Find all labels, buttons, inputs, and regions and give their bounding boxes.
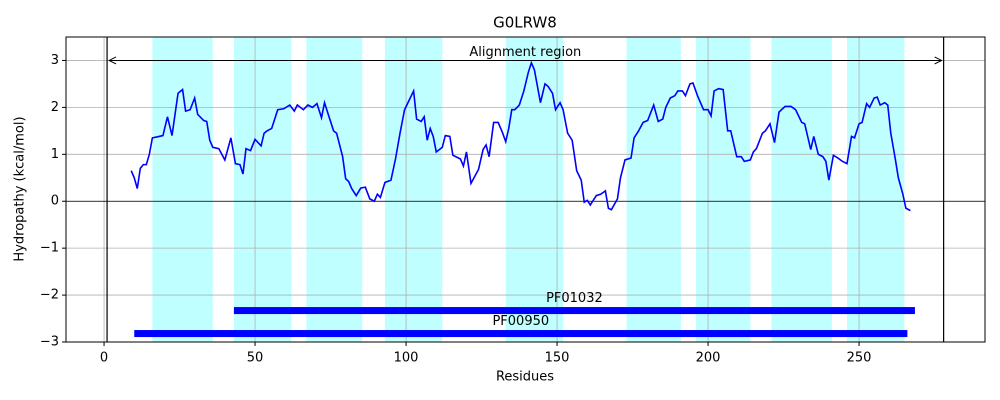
chart-title: G0LRW8 [493, 14, 557, 32]
domain-label: PF01032 [546, 291, 603, 306]
x-tick-label: 50 [247, 351, 264, 366]
y-tick-label: 0 [51, 194, 59, 209]
x-tick-label: 200 [696, 351, 721, 366]
y-tick-label: −2 [40, 288, 59, 303]
x-tick-label: 150 [545, 351, 570, 366]
tm-region [626, 37, 681, 342]
x-tick-label: 250 [847, 351, 872, 366]
domain-bar [233, 307, 915, 315]
y-tick-label: 3 [51, 53, 59, 68]
x-tick-label: 0 [100, 351, 108, 366]
x-tick-label: 100 [394, 351, 419, 366]
tm-region [771, 37, 832, 342]
domain-label: PF00950 [492, 314, 549, 329]
alignment-label: Alignment region [469, 45, 581, 60]
y-axis-label: Hydropathy (kcal/mol) [13, 116, 28, 261]
arrow-head [934, 56, 943, 65]
y-tick-label: −1 [40, 241, 59, 256]
y-tick-label: 2 [51, 100, 59, 115]
y-tick-label: −3 [40, 335, 59, 350]
y-tick-label: 1 [51, 147, 59, 162]
tm-region [233, 37, 292, 342]
tm-region [152, 37, 213, 342]
tm-region [306, 37, 363, 342]
hydropathy-line [130, 60, 911, 212]
x-axis-label: Residues [496, 370, 554, 385]
tm-region [695, 37, 751, 342]
arrow-head [107, 56, 117, 65]
tm-region [505, 37, 564, 342]
plot-area [66, 37, 985, 342]
tm-region [846, 37, 905, 342]
tm-region [384, 37, 443, 342]
plot-frame [65, 36, 986, 343]
domain-bar [134, 330, 908, 338]
